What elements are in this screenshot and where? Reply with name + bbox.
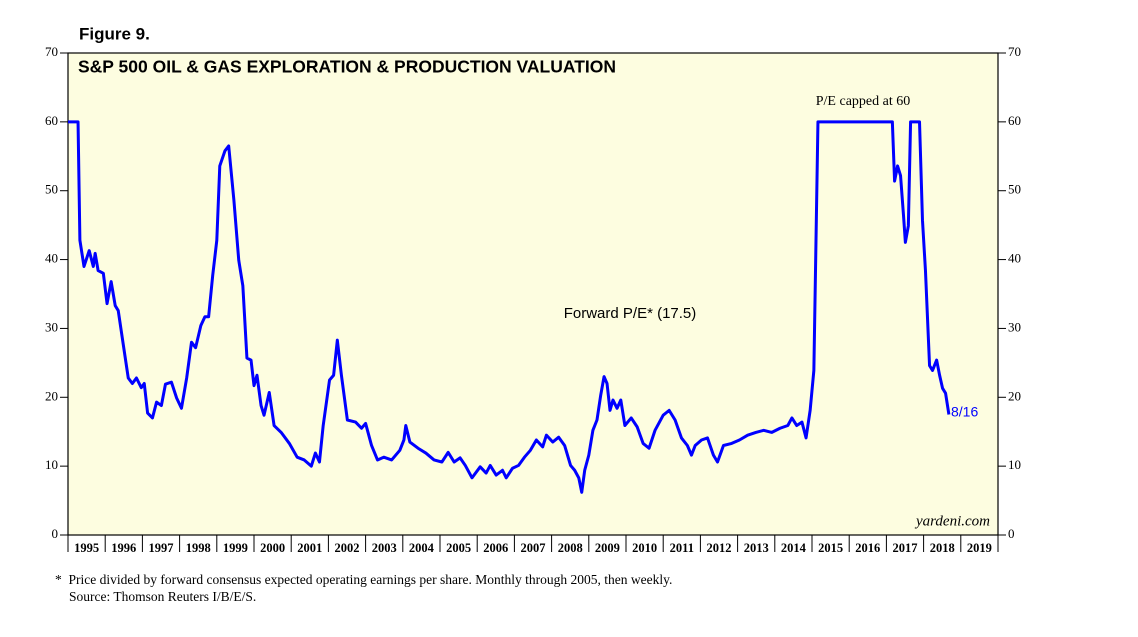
y2-tick-label: 70 [1008,44,1021,59]
x-tick-label: 2006 [483,541,508,555]
x-tick-label: 2000 [260,541,285,555]
annotation: P/E capped at 60 [816,94,910,109]
x-tick-label: 2002 [335,541,360,555]
x-tick-label: 2001 [297,541,322,555]
plot-area [67,52,999,536]
x-tick-label: 2008 [558,541,583,555]
chart-title: S&P 500 OIL & GAS EXPLORATION & PRODUCTI… [78,57,616,77]
x-tick-label: 2015 [818,541,843,555]
x-tick-label: 2011 [670,541,694,555]
figure-label: Figure 9. [79,24,150,43]
annotation: 8/16 [951,404,978,420]
x-tick-label: 1997 [149,541,174,555]
y-tick-label: 70 [45,44,58,59]
x-tick-label: 2007 [521,541,546,555]
y2-tick-label: 0 [1008,526,1015,541]
y-tick-label: 50 [45,182,58,197]
x-tick-label: 2014 [781,541,807,555]
x-tick-label: 1996 [111,541,136,555]
x-tick-label: 1999 [223,541,248,555]
x-tick-label: 1995 [74,541,99,555]
x-tick-label: 2013 [744,541,769,555]
x-tick-label: 2003 [372,541,397,555]
y2-tick-label: 30 [1008,319,1021,334]
y-tick-label: 30 [45,319,58,334]
y-tick-label: 60 [45,113,58,128]
footnote: Source: Thomson Reuters I/B/E/S. [69,589,256,604]
watermark: yardeni.com [914,513,990,529]
x-tick-label: 2012 [707,541,732,555]
x-tick-label: 2018 [930,541,955,555]
x-tick-label: 1998 [186,541,211,555]
y2-tick-label: 20 [1008,388,1021,403]
x-tick-label: 2017 [893,541,918,555]
x-tick-label: 2004 [409,541,435,555]
x-tick-label: 2005 [446,541,471,555]
x-tick-label: 2010 [632,541,657,555]
y-tick-label: 0 [52,526,59,541]
y-tick-label: 20 [45,388,58,403]
y2-tick-label: 40 [1008,251,1021,266]
y2-tick-label: 60 [1008,113,1021,128]
series-label: Forward P/E* (17.5) [564,305,697,322]
x-tick-label: 2016 [855,541,880,555]
y2-tick-label: 10 [1008,457,1021,472]
footnote: * Price divided by forward consensus exp… [55,572,672,587]
x-tick-label: 2009 [595,541,620,555]
y-tick-label: 40 [45,251,58,266]
x-tick-label: 2019 [967,541,992,555]
data-line [68,120,951,494]
y2-tick-label: 50 [1008,182,1021,197]
y-tick-label: 10 [45,457,58,472]
